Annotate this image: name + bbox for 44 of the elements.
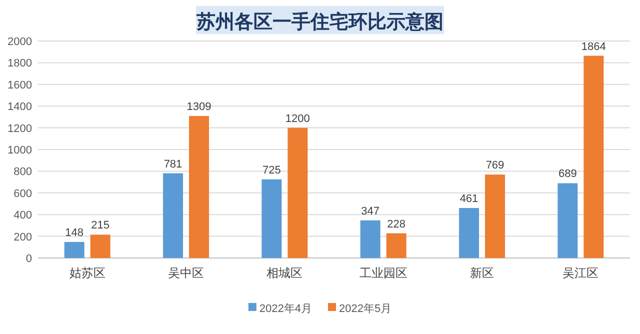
data-label: 1309 <box>186 100 212 113</box>
y-tick-label: 1200 <box>8 122 32 135</box>
bar <box>360 220 380 258</box>
bar <box>288 128 308 258</box>
y-tick-label: 2000 <box>8 36 32 48</box>
y-tick-label: 1400 <box>8 101 32 114</box>
x-tick-label: 吴中区 <box>168 266 204 280</box>
data-label: 689 <box>558 168 577 180</box>
data-label: 215 <box>91 220 110 232</box>
bar <box>262 179 282 258</box>
bar <box>485 174 505 258</box>
bar <box>558 183 578 258</box>
bar <box>189 116 209 258</box>
bar <box>584 56 604 258</box>
data-label: 228 <box>387 218 406 230</box>
legend-label: 2022年4月 <box>259 303 312 315</box>
x-tick-label: 工业园区 <box>359 266 408 280</box>
x-tick-label: 新区 <box>470 266 494 280</box>
x-tick-label: 相城区 <box>266 266 303 280</box>
data-label: 781 <box>164 158 182 170</box>
data-label: 148 <box>65 226 84 239</box>
bar <box>459 208 479 258</box>
data-label: 1864 <box>581 40 606 53</box>
x-tick-label: 吴江区 <box>562 266 599 280</box>
y-tick-label: 1800 <box>8 58 32 70</box>
y-tick-label: 1000 <box>8 144 32 156</box>
data-label: 769 <box>486 160 504 172</box>
chart-title: 苏州各区一手住宅环比示意图 <box>196 11 444 33</box>
y-tick-label: 1600 <box>8 79 32 92</box>
legend-label: 2022年5月 <box>339 303 392 315</box>
bar <box>163 173 183 258</box>
bar <box>90 234 110 258</box>
y-tick-label: 800 <box>14 166 32 178</box>
y-tick-label: 200 <box>14 231 32 244</box>
x-tick-label: 姑苏区 <box>69 266 106 280</box>
data-label: 725 <box>262 164 281 176</box>
data-label: 1200 <box>285 112 310 125</box>
bar <box>386 233 406 258</box>
data-label: 347 <box>361 205 380 218</box>
bar <box>64 242 84 258</box>
data-label: 461 <box>460 192 478 205</box>
y-tick-label: 400 <box>14 210 32 222</box>
y-tick-label: 600 <box>14 188 32 200</box>
y-tick-label: 0 <box>26 253 32 265</box>
